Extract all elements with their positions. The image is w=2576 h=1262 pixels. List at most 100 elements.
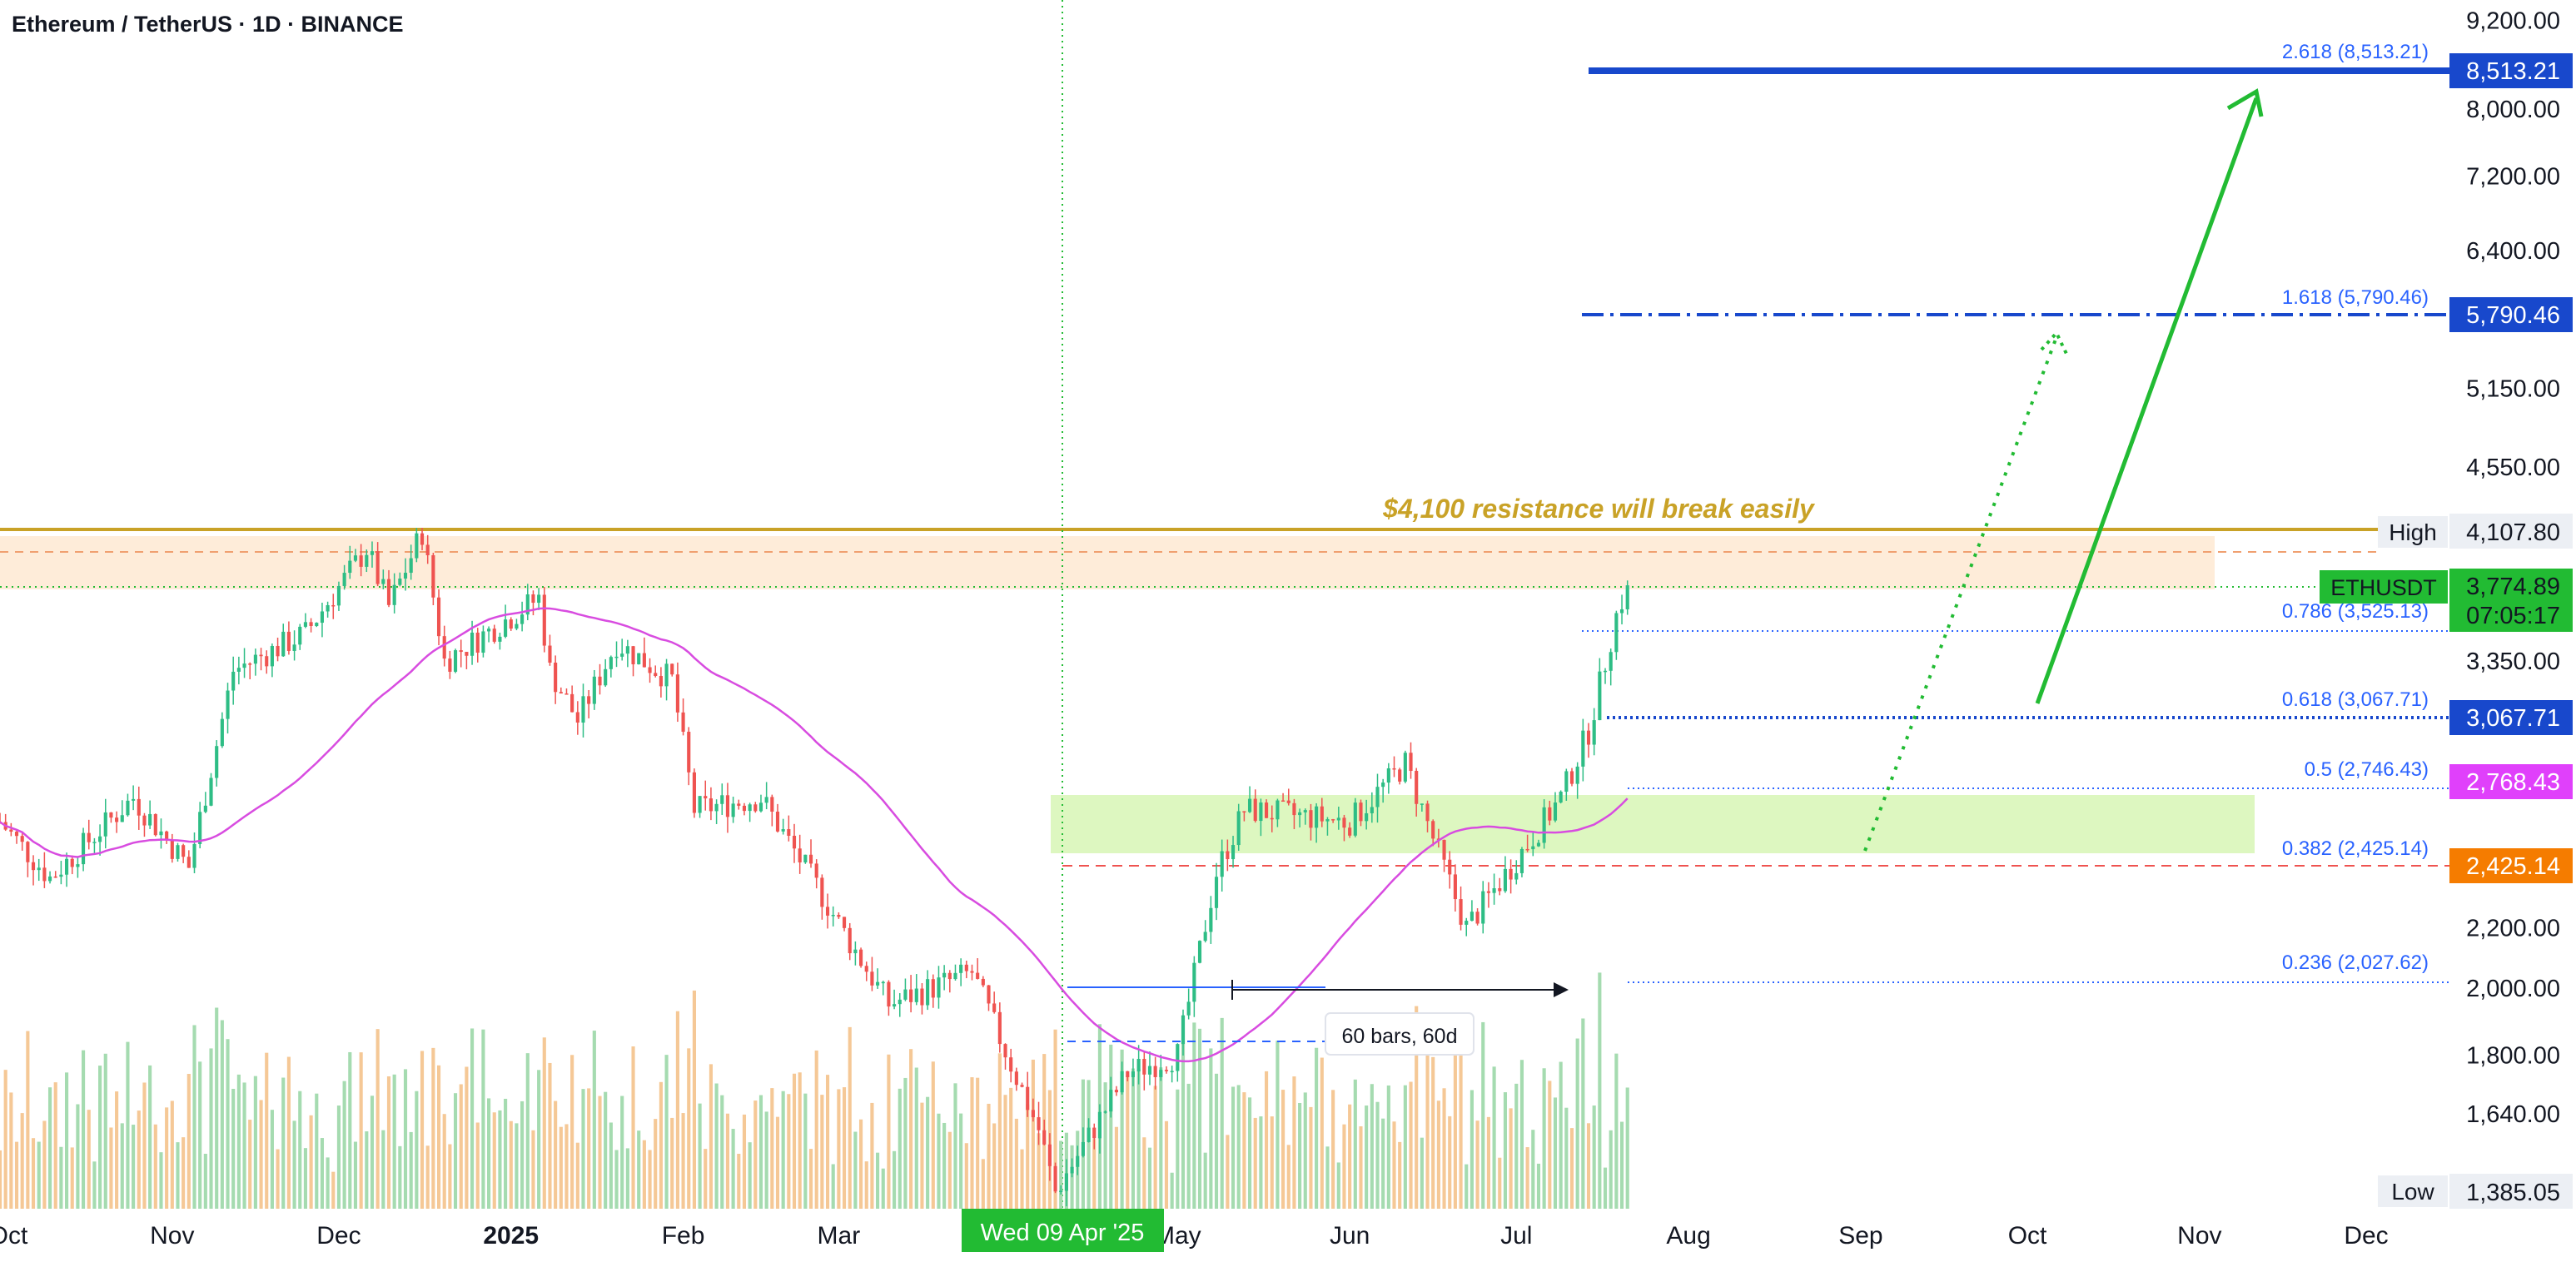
candle-body[interactable] bbox=[725, 795, 730, 817]
candle-body[interactable] bbox=[342, 573, 346, 586]
candle-body[interactable] bbox=[959, 964, 963, 973]
candle-body[interactable] bbox=[614, 656, 619, 658]
candle-body[interactable] bbox=[537, 594, 541, 604]
candle-body[interactable] bbox=[1092, 1127, 1097, 1139]
candle-body[interactable] bbox=[575, 712, 579, 723]
candle-body[interactable] bbox=[770, 797, 774, 812]
candle-body[interactable] bbox=[64, 858, 69, 875]
candle-body[interactable] bbox=[742, 805, 747, 812]
candle-body[interactable] bbox=[1365, 812, 1369, 822]
candle-body[interactable] bbox=[1176, 1044, 1180, 1071]
candle-body[interactable] bbox=[714, 803, 719, 812]
candle-body[interactable] bbox=[548, 645, 552, 663]
candle-body[interactable] bbox=[1014, 1071, 1018, 1086]
candle-body[interactable] bbox=[808, 854, 813, 864]
candle-body[interactable] bbox=[315, 623, 319, 626]
candle-body[interactable] bbox=[1070, 1166, 1074, 1174]
candle-body[interactable] bbox=[1253, 798, 1257, 822]
candle-body[interactable] bbox=[1564, 771, 1569, 792]
candle-body[interactable] bbox=[909, 989, 913, 1002]
candle-body[interactable] bbox=[1514, 872, 1519, 880]
candle-body[interactable] bbox=[858, 949, 863, 966]
candle-body[interactable] bbox=[1231, 845, 1236, 860]
candle-body[interactable] bbox=[281, 631, 286, 657]
candle-body[interactable] bbox=[1519, 848, 1524, 873]
candle-body[interactable] bbox=[1142, 1059, 1146, 1075]
candle-body[interactable] bbox=[1236, 811, 1241, 846]
candle-body[interactable] bbox=[920, 988, 924, 1006]
candle-body[interactable] bbox=[1481, 891, 1485, 924]
candle-body[interactable] bbox=[1259, 802, 1263, 822]
candle-body[interactable] bbox=[1037, 1117, 1041, 1130]
candle-body[interactable] bbox=[386, 579, 391, 605]
candle-body[interactable] bbox=[159, 831, 163, 836]
candle-body[interactable] bbox=[226, 690, 230, 719]
candle-body[interactable] bbox=[1009, 1057, 1013, 1072]
candle-body[interactable] bbox=[481, 631, 485, 653]
candle-body[interactable] bbox=[276, 645, 280, 657]
candle-body[interactable] bbox=[448, 658, 452, 672]
candle-body[interactable] bbox=[1320, 806, 1324, 822]
candle-body[interactable] bbox=[515, 624, 519, 629]
candle-body[interactable] bbox=[670, 663, 674, 675]
candle-body[interactable] bbox=[132, 798, 136, 801]
candle-body[interactable] bbox=[465, 652, 469, 656]
candle-body[interactable] bbox=[1286, 800, 1290, 803]
candle-body[interactable] bbox=[1625, 585, 1629, 609]
candle-body[interactable] bbox=[781, 829, 785, 832]
candle-body[interactable] bbox=[631, 646, 635, 664]
candle-body[interactable] bbox=[1386, 768, 1390, 783]
candle-body[interactable] bbox=[1026, 1086, 1030, 1110]
candle-body[interactable] bbox=[1492, 888, 1496, 893]
candle-body[interactable] bbox=[220, 718, 224, 747]
candle-body[interactable] bbox=[1270, 817, 1274, 820]
candle-body[interactable] bbox=[1147, 1066, 1152, 1075]
candle-body[interactable] bbox=[103, 812, 107, 837]
candle-body[interactable] bbox=[1064, 1173, 1068, 1191]
projection-arrow-dotted[interactable] bbox=[1863, 336, 2058, 852]
candle-body[interactable] bbox=[1276, 800, 1280, 820]
candle-body[interactable] bbox=[70, 858, 74, 867]
candle-body[interactable] bbox=[720, 795, 724, 804]
candle-body[interactable] bbox=[326, 604, 330, 612]
candle-body[interactable] bbox=[453, 650, 458, 672]
candle-body[interactable] bbox=[554, 662, 558, 693]
moving-average-line[interactable] bbox=[0, 607, 1629, 1063]
candle-body[interactable] bbox=[248, 663, 252, 665]
candle-body[interactable] bbox=[1619, 609, 1624, 614]
candle-body[interactable] bbox=[76, 864, 80, 867]
candle-body[interactable] bbox=[292, 644, 296, 651]
candle-body[interactable] bbox=[893, 1004, 897, 1007]
candle-body[interactable] bbox=[947, 972, 952, 980]
candle-body[interactable] bbox=[1415, 771, 1419, 804]
candle-body[interactable] bbox=[976, 972, 980, 979]
candle-body[interactable] bbox=[1120, 1071, 1124, 1093]
candle-body[interactable] bbox=[47, 876, 52, 882]
candle-body[interactable] bbox=[1003, 1044, 1007, 1058]
candle-body[interactable] bbox=[737, 803, 741, 806]
candle-body[interactable] bbox=[403, 573, 408, 579]
candle-body[interactable] bbox=[1353, 802, 1357, 836]
candle-body[interactable] bbox=[1331, 819, 1335, 821]
candle-body[interactable] bbox=[148, 813, 152, 826]
candle-body[interactable] bbox=[115, 817, 119, 822]
candle-body[interactable] bbox=[198, 812, 202, 844]
candle-body[interactable] bbox=[1559, 792, 1563, 803]
candle-body[interactable] bbox=[620, 653, 624, 657]
candle-body[interactable] bbox=[1209, 907, 1213, 932]
candle-body[interactable] bbox=[320, 611, 325, 624]
candle-body[interactable] bbox=[692, 772, 696, 813]
candle-body[interactable] bbox=[375, 551, 380, 584]
candle-body[interactable] bbox=[165, 831, 169, 840]
candle-body[interactable] bbox=[748, 804, 752, 812]
candle-body[interactable] bbox=[1536, 842, 1541, 847]
candle-body[interactable] bbox=[970, 971, 974, 973]
candle-body[interactable] bbox=[903, 989, 908, 1000]
candle-body[interactable] bbox=[82, 832, 86, 865]
candle-body[interactable] bbox=[1226, 851, 1230, 860]
candle-body[interactable] bbox=[336, 585, 341, 606]
candle-body[interactable] bbox=[182, 845, 186, 857]
candle-body[interactable] bbox=[914, 988, 918, 1002]
candle-body[interactable] bbox=[953, 972, 957, 980]
